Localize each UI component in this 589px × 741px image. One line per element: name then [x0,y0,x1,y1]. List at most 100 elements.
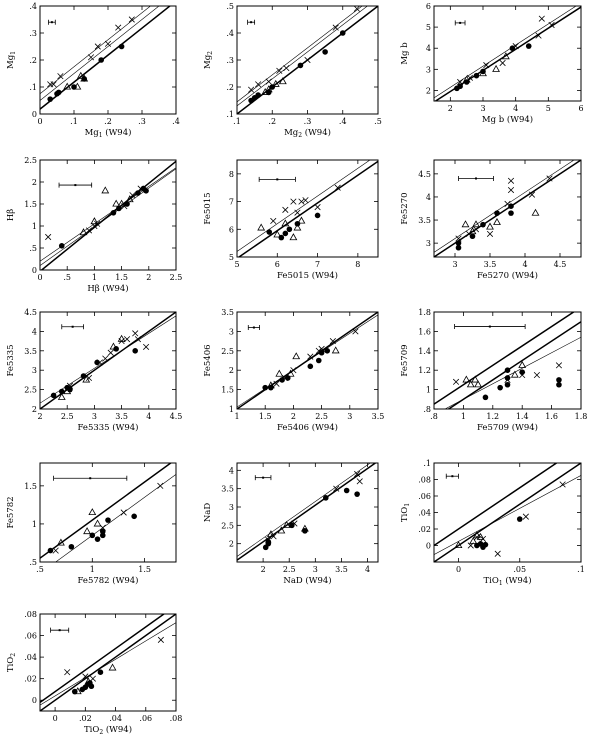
plot-frame [39,613,177,712]
x-tick-label: .5 [63,273,71,282]
point-filled-circle [508,203,514,209]
relation-line-dotted [237,467,378,566]
point-cross [129,192,136,199]
plot-frame [39,462,177,563]
error-bar-center [50,21,53,24]
x-tick-label: .2 [268,117,276,126]
point-open-triangle [73,82,82,90]
point-cross-stroke [281,374,289,382]
point-cross [519,371,526,379]
point-filled-circle [314,212,321,219]
x-tick-label: 2 [261,565,266,574]
error-bar-center [475,177,477,180]
point-filled-circle [556,377,562,383]
point-filled-circle [556,381,562,388]
point-cross-stroke [457,78,464,86]
point-cross-stroke [85,374,93,382]
x-axis-label: TiO2 (W94) [84,724,132,736]
point-open-triangle [281,219,290,227]
point-cross-stroke [533,371,540,379]
x-tick-label: .3 [304,117,312,126]
point-filled-circle [282,230,289,237]
point-cross-stroke [455,235,462,242]
error-bar-center [58,629,61,632]
point-cross-stroke [356,478,363,485]
x-tick-label: 5 [546,104,551,113]
point-cross [452,378,460,385]
x-tick-label: 1.5 [138,565,151,574]
y-tick-label: 2 [229,366,234,375]
point-cross [483,62,490,69]
relation-line-thick [40,614,176,711]
point-cross [538,15,545,22]
x-tick-label: 2 [37,412,42,421]
point-open-triangle [267,530,275,538]
y-tick-label: .4 [226,29,234,38]
y-tick-label: 1 [32,520,37,529]
point-cross-stroke [107,349,114,356]
point-open-triangle [88,508,97,516]
x-tick-label: 2 [291,412,296,421]
point-cross [64,669,71,676]
x-axis-label: Mg1 (W94) [85,127,132,139]
panel-13: 0 .02 .04 .06 .08 0 .02 .04 .06 .08 TiO2 (W94) TiO2 [6,610,182,736]
point-open-triangle [257,223,266,231]
point-cross-stroke [354,470,361,478]
plot-frame [433,5,582,102]
point-open-triangle [273,230,282,238]
point-cross [533,371,540,379]
x-tick-label: 1 [461,412,466,421]
y-tick-label: .06 [24,632,37,641]
panel-11: 2 2.5 3 3.5 4 2 2.5 3 3.5 4 NaD (W94) NaD [203,462,379,586]
point-cross [546,175,553,182]
y-tick-label: .4 [29,2,37,11]
relation-line-thin [434,6,577,99]
point-filled-circle [265,89,272,96]
point-cross [85,374,93,382]
y-tick-label: 1.2 [418,366,431,375]
y-tick-label: 1.4 [418,347,431,356]
point-cross [157,482,164,489]
relation-line-thick [40,463,173,559]
point-cross-stroke [102,355,109,362]
y-axis-label: Hβ [6,209,16,221]
point-open-triangle [57,392,66,400]
point-filled-circle [354,491,360,497]
y-axis-label: Fe5782 [6,496,16,528]
relation-line-thin [434,475,581,555]
point-filled-circle [322,495,329,501]
point-cross-stroke [555,362,563,369]
y-tick-label: 1 [229,405,234,414]
point-cross [333,485,340,492]
point-filled-circle [118,43,125,50]
point-cross [356,478,363,485]
data-layer [40,463,176,562]
point-open-triangle [264,85,273,93]
point-cross [499,59,506,67]
point-filled-circle [98,57,104,63]
x-axis-label: TiO1 (W94) [483,575,531,587]
error-bar-center [71,325,74,328]
point-open-triangle [454,541,463,549]
point-cross-stroke [85,227,93,234]
y-tick-label: 0 [426,542,431,551]
x-tick-label: 1.4 [516,412,529,421]
point-filled-circle [131,513,137,520]
point-open-triangle [63,82,72,90]
relation-line-thin [40,622,176,706]
x-tick-label: 4.5 [554,260,567,269]
y-tick-label: 0 [32,696,37,705]
point-cross-stroke [50,81,57,88]
point-cross [304,56,311,64]
point-cross-stroke [314,204,321,211]
x-tick-label: 2.5 [283,565,296,574]
x-tick-label: 3.5 [335,565,348,574]
x-tick-label: 1.6 [545,412,558,421]
point-cross-stroke [507,177,515,184]
y-tick-label: 2.5 [221,347,234,356]
point-cross [294,209,301,216]
panel-12: 0 .05 .1 0 .02 .04 .06 .08 .1 TiO1 (W94) TiO1 [400,459,585,587]
y-tick-label: 5 [426,23,431,32]
point-filled-circle [94,536,101,542]
y-tick-label: 3 [426,239,431,248]
